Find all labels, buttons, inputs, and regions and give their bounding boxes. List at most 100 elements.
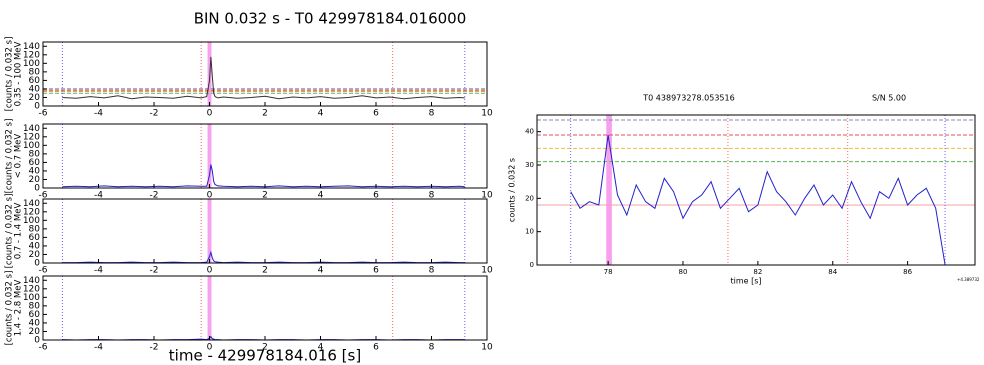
y-tick-label: 10 <box>525 228 534 236</box>
y-tick-label: 100 <box>23 59 40 69</box>
y-tick-label: 120 <box>23 132 40 142</box>
x-tick-label: 86 <box>903 268 912 276</box>
x-tick-label: -4 <box>94 266 103 276</box>
axes-frame <box>536 114 976 266</box>
highlight-band <box>207 199 212 263</box>
y-tick-label: 80 <box>29 224 41 234</box>
y-tick-label: 140 <box>23 199 40 209</box>
chart-title: T0 438973278.053516 <box>642 94 734 103</box>
x-tick-label: 6 <box>373 343 379 353</box>
x-tick-label: 2 <box>262 343 268 353</box>
y-tick-label: 120 <box>23 284 40 294</box>
y-tick-label: 120 <box>23 50 40 60</box>
x-tick-label: 6 <box>373 266 379 276</box>
x-tick-label: 2 <box>262 266 268 276</box>
y-axis-label: 1.4 - 2.8 MeV <box>14 280 24 337</box>
y-tick-label: 40 <box>29 166 41 176</box>
x-tick-label: -2 <box>150 109 159 119</box>
offset-text: +4.389732 <box>957 277 980 282</box>
y-tick-label: 0 <box>34 184 40 194</box>
x-axis-label: time [s] <box>730 277 761 286</box>
y-tick-label: 60 <box>29 158 41 168</box>
plot-area <box>43 42 487 106</box>
y-tick-label: 60 <box>29 233 41 243</box>
x-tick-label: 8 <box>429 191 435 201</box>
x-tick-label: -6 <box>39 343 48 353</box>
y-tick-label: 140 <box>23 276 40 286</box>
y-tick-label: 60 <box>29 310 41 320</box>
y-axis-label: < 0.7 MeV <box>14 134 24 179</box>
x-tick-label: 0 <box>207 191 213 201</box>
highlight-band <box>207 124 212 188</box>
y-tick-label: 40 <box>29 318 41 328</box>
y-axis-label: counts / 0.032 s <box>508 158 517 222</box>
y-axis-label: [counts / 0.032 s] <box>5 194 15 269</box>
y-tick-label: 40 <box>29 84 41 94</box>
y-tick-label: 80 <box>29 149 41 159</box>
data-line <box>62 56 465 100</box>
x-tick-label: -2 <box>150 191 159 201</box>
y-tick-label: 140 <box>23 124 40 134</box>
figure-x-label: time - 429978184.016 [s] <box>169 347 361 365</box>
x-tick-label: 4 <box>318 109 324 119</box>
highlight-band <box>207 276 212 340</box>
y-axis-label: [counts / 0.032 s] <box>5 271 15 346</box>
y-tick-label: 60 <box>29 76 41 86</box>
y-tick-label: 100 <box>23 141 40 151</box>
y-axis-label: 0.7 - 1.4 MeV <box>14 203 24 260</box>
y-tick-label: 20 <box>29 250 41 260</box>
y-tick-label: 80 <box>29 301 41 311</box>
y-tick-label: 40 <box>29 241 41 251</box>
y-tick-label: 0 <box>34 259 40 269</box>
y-tick-label: 20 <box>29 175 41 185</box>
x-tick-label: 0 <box>207 109 213 119</box>
x-tick-label: -4 <box>94 191 103 201</box>
x-tick-label: -2 <box>150 343 159 353</box>
x-tick-label: 10 <box>481 109 493 119</box>
x-tick-label: 8 <box>429 109 435 119</box>
x-tick-label: 80 <box>679 268 688 276</box>
x-tick-label: 82 <box>753 268 762 276</box>
x-tick-label: 4 <box>318 343 324 353</box>
x-tick-label: -6 <box>39 109 48 119</box>
y-axis-label: [counts / 0.032 s] <box>5 119 15 194</box>
figure-title: BIN 0.032 s - T0 429978184.016000 <box>194 10 467 28</box>
y-axis-label: 0.35 - 100 MeV <box>14 41 24 106</box>
y-axis-label: [counts / 0.032 s] <box>5 37 15 112</box>
x-tick-label: 4 <box>318 191 324 201</box>
x-tick-label: 2 <box>262 191 268 201</box>
y-tick-label: 140 <box>23 42 40 52</box>
annotation: S/N 5.00 <box>872 94 906 103</box>
y-tick-label: 30 <box>525 161 534 169</box>
data-line <box>570 134 946 265</box>
x-tick-label: -4 <box>94 109 103 119</box>
x-tick-label: 6 <box>373 109 379 119</box>
plot-area <box>61 124 466 188</box>
x-tick-label: 78 <box>604 268 613 276</box>
y-tick-label: 20 <box>29 93 41 103</box>
x-tick-label: 0 <box>207 343 213 353</box>
x-tick-label: 4 <box>318 266 324 276</box>
highlight-band <box>606 115 612 265</box>
y-tick-label: 0 <box>34 102 40 112</box>
x-tick-label: 0 <box>207 266 213 276</box>
x-tick-label: 84 <box>828 268 837 276</box>
x-tick-label: -6 <box>39 266 48 276</box>
x-tick-label: 8 <box>429 266 435 276</box>
x-tick-label: 10 <box>481 343 493 353</box>
x-tick-label: 8 <box>429 343 435 353</box>
y-tick-label: 0 <box>530 261 534 269</box>
y-tick-label: 120 <box>23 207 40 217</box>
x-tick-label: 10 <box>481 191 493 201</box>
y-tick-label: 20 <box>29 327 41 337</box>
y-tick-label: 100 <box>23 216 40 226</box>
y-tick-label: 0 <box>34 336 40 346</box>
x-tick-label: -6 <box>39 191 48 201</box>
x-tick-label: -2 <box>150 266 159 276</box>
data-line <box>62 164 465 188</box>
y-tick-label: 40 <box>525 128 534 136</box>
x-tick-label: 2 <box>262 109 268 119</box>
y-tick-label: 80 <box>29 67 41 77</box>
